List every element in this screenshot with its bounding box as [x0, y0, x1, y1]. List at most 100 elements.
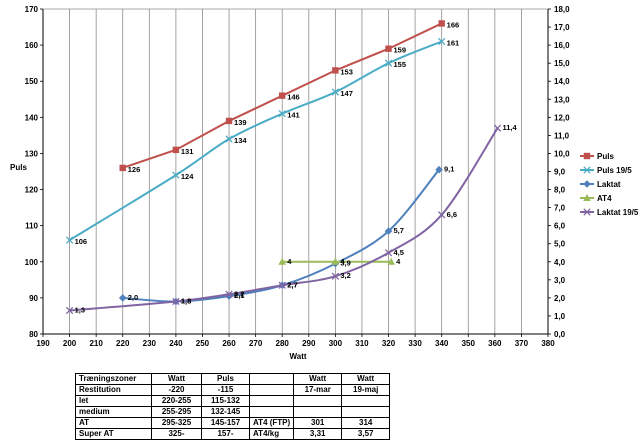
table-header-cell: Watt: [151, 373, 202, 385]
x-tick-label: 240: [169, 339, 183, 348]
y-left-tick-label: 160: [25, 41, 39, 50]
x-tick-label: 350: [462, 339, 476, 348]
table-cell: AT: [75, 417, 152, 429]
table-cell: AT4/kg: [248, 428, 295, 440]
series-puls-data-label: 153: [340, 67, 353, 76]
table-cell: [293, 395, 343, 407]
y-right-tick-label: 11,0: [554, 131, 570, 140]
data-labels: 126 131 139 146 153 159 166 106 124 134 141 147 155 1…: [75, 20, 518, 314]
series-puls-19-5-marker: [331, 88, 340, 96]
y-right-tick-label: 17,0: [554, 23, 570, 32]
grid-lines: [42, 9, 549, 334]
x-tick-label: 250: [196, 339, 210, 348]
y-right-tick-label: 3,0: [554, 276, 566, 285]
series-laktat-data-label: 2,0: [128, 293, 138, 302]
series-laktat-19-5-marker: [438, 211, 446, 219]
y-right-tick-label: 5,0: [554, 240, 566, 249]
series-puls-data-label: 166: [447, 20, 460, 29]
table-cell: 3,57: [341, 428, 391, 440]
table-header-cell: [248, 373, 295, 385]
y-right-tick-label: 18,0: [554, 5, 570, 14]
legend-laktat-19-5-marker: [583, 208, 591, 216]
series-laktat-marker: [118, 294, 127, 302]
table-header-cell: Puls: [201, 373, 250, 385]
x-tick-label: 230: [143, 339, 157, 348]
series-puls-marker: [332, 67, 339, 74]
x-tick-label: 270: [249, 339, 263, 348]
series-at4-data-label: 4: [287, 257, 292, 266]
table-cell: -220: [151, 384, 202, 396]
legend-puls-marker: [583, 152, 591, 160]
table-row: Restitution -220 -115 17-mar 19-maj: [75, 384, 391, 396]
table-cell: 295-325: [151, 417, 202, 429]
series-puls-data-label: 131: [181, 147, 194, 156]
x-tick-label: 280: [276, 339, 290, 348]
table-cell: [248, 406, 295, 418]
x-tick-label: 340: [435, 339, 449, 348]
y-right-tick-label: 14,0: [554, 77, 570, 86]
table-cell: [293, 406, 343, 418]
table-cell: [341, 395, 391, 407]
axes: 190 200 210 220 230 240 250 260 270 280 290 300 310 3…: [25, 5, 570, 348]
y-right-tick-label: 2,0: [554, 294, 566, 303]
series-puls-marker: [279, 92, 286, 99]
x-tick-label: 260: [222, 339, 236, 348]
series-puls-19-5-data-label: 161: [447, 39, 460, 48]
series-laktat-19-5-marker: [172, 297, 180, 306]
table-header-cell: Watt: [293, 373, 343, 385]
table-row: AT 295-325 145-157 AT4 (FTP) 301 314: [75, 417, 391, 429]
y-right-tick-label: 12,0: [554, 113, 570, 122]
legend-puls-19-5-label: Puls 19/5: [597, 166, 632, 175]
series-laktat-marker: [435, 165, 443, 174]
y-right-tick-label: 13,0: [554, 95, 570, 104]
series-laktat-19-5-data-label: 4,5: [394, 248, 404, 257]
series-puls-marker: [172, 146, 180, 154]
series-puls-19-5-data-label: 147: [340, 89, 353, 98]
table-cell: 157-: [201, 428, 250, 440]
series-laktat-data-label: 9,1: [444, 165, 454, 174]
y-right-tick-label: 9,0: [554, 168, 566, 177]
series-laktat-data-label: 5,7: [394, 226, 404, 235]
series-puls-19-5-marker: [384, 59, 393, 67]
y-left-tick-label: 140: [25, 113, 39, 122]
table-cell: 19-maj: [341, 384, 391, 396]
table-cell: 220-255: [151, 395, 202, 407]
table-cell: [341, 406, 391, 418]
x-tick-label: 210: [89, 339, 103, 348]
table-row: let 220-255 115-132: [75, 395, 391, 407]
series-laktat-19-5-marker: [65, 306, 74, 315]
y-right-tick-label: 6,0: [554, 222, 566, 231]
legend-at4-marker: [583, 194, 591, 201]
x-tick-label: 310: [355, 339, 369, 348]
series-laktat-19-5-marker: [278, 281, 286, 289]
table-row: medium 255-295 132-145: [75, 406, 391, 418]
legend-at4-label: AT4: [597, 194, 612, 203]
series-laktat-19-5-marker: [331, 272, 340, 280]
y-left-tick-label: 80: [29, 330, 38, 339]
table-cell: AT4 (FTP): [248, 417, 295, 429]
series-laktat-line: [122, 169, 440, 303]
series-puls-data-label: 146: [287, 93, 300, 102]
legend: Puls Puls 19/5 Laktat AT4 Laktat 19/5: [580, 152, 639, 217]
y-right-tick-label: 8,0: [554, 186, 566, 195]
series-puls-19-5-data-label: 124: [181, 172, 194, 181]
x-tick-label: 330: [408, 339, 422, 348]
table-header-row: Træningszoner Watt Puls Watt Watt: [75, 373, 391, 385]
series-laktat-data-label: 1,8: [181, 297, 191, 306]
x-tick-label: 370: [515, 339, 529, 348]
series-puls-19-5-data-label: 134: [234, 136, 247, 145]
table-cell: 3,31: [293, 428, 343, 440]
series-at4-marker: [331, 257, 340, 265]
y-right-tick-label: 4,0: [554, 258, 566, 267]
legend-laktat-19-5-label: Laktat 19/5: [597, 208, 639, 217]
y-left-tick-label: 100: [25, 258, 39, 267]
series-puls-marker: [385, 45, 392, 52]
x-tick-label: 360: [488, 339, 502, 348]
series-puls-data-label: 159: [394, 46, 407, 55]
table-cell: 301: [293, 417, 343, 429]
series-puls-19-5-marker: [278, 110, 286, 118]
x-tick-label: 290: [302, 339, 316, 348]
x-tick-label: 190: [36, 339, 50, 348]
table-cell: 132-145: [201, 406, 250, 418]
series-puls-marker: [225, 117, 233, 125]
